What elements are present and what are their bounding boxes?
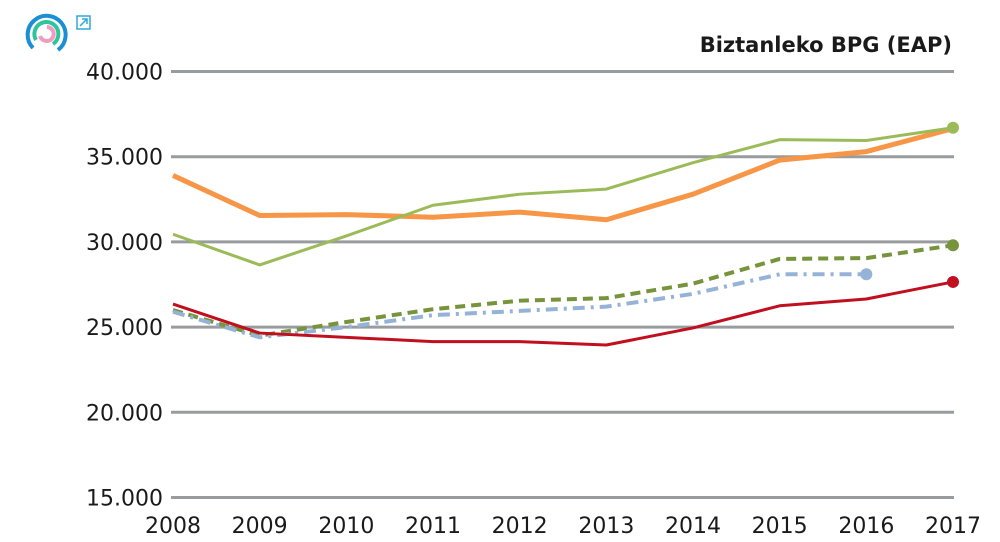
external-link-icon[interactable] [76, 15, 91, 30]
series-end-marker-2 [947, 121, 959, 134]
y-tick-label: 15.000 [86, 487, 163, 512]
series-line-1 [171, 126, 954, 223]
y-tick-label: 30.000 [86, 231, 163, 256]
x-tick-label: 2016 [838, 514, 894, 539]
series-line-2 [172, 126, 954, 267]
y-tick-label: 35.000 [86, 146, 163, 171]
chart-title: Biztanleko BPG (EAP) [700, 33, 952, 57]
x-tick-label: 2012 [492, 514, 548, 539]
series-end-marker-3 [947, 239, 959, 252]
x-tick-label: 2010 [318, 514, 374, 539]
x-tick-label: 2008 [145, 514, 201, 539]
x-tick-label: 2015 [752, 514, 808, 539]
series-end-marker-5 [947, 275, 959, 288]
x-tick-label: 2017 [925, 514, 981, 539]
x-tick-label: 2014 [665, 514, 721, 539]
series-line-5 [172, 280, 954, 347]
series-end-marker-4 [860, 268, 873, 281]
x-tick-label: 2013 [578, 514, 634, 539]
x-tick-label: 2011 [405, 514, 461, 539]
y-tick-label: 25.000 [86, 316, 163, 341]
x-tick-label: 2009 [232, 514, 288, 539]
y-tick-label: 40.000 [86, 61, 163, 86]
series-line-3 [172, 243, 954, 338]
y-tick-label: 20.000 [86, 401, 163, 426]
logo-icon [25, 13, 68, 52]
